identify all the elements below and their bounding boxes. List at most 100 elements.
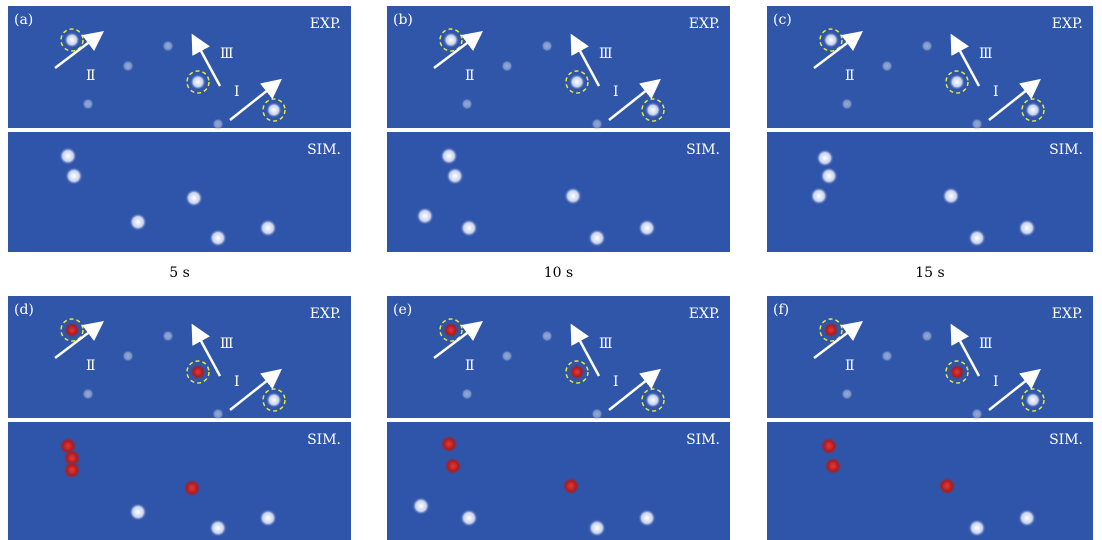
arrow: [191, 323, 222, 377]
arrow: [950, 33, 981, 87]
arrow: [608, 368, 661, 411]
sim-particle: [65, 167, 83, 185]
sim-particle: [63, 461, 81, 479]
exp-label: EXP.: [689, 306, 720, 322]
sim-particle: [638, 219, 656, 237]
particle: [122, 60, 134, 72]
region-numeral: Ⅱ: [86, 358, 96, 374]
highlight-circle: [565, 70, 589, 94]
sim-particle: [820, 437, 838, 455]
sim-particle: [1018, 219, 1036, 237]
exp-label: EXP.: [1052, 16, 1083, 32]
particle: [823, 32, 839, 48]
arrow: [229, 368, 282, 411]
particle: [823, 322, 839, 338]
particle: [541, 40, 553, 52]
exp-label: EXP.: [1052, 306, 1083, 322]
particle: [645, 102, 661, 118]
region-numeral: Ⅲ: [979, 46, 993, 62]
particle: [881, 350, 893, 362]
panel-label: (f): [773, 302, 789, 318]
sim-particle: [588, 519, 606, 537]
particle: [122, 350, 134, 362]
sim-particle: [810, 187, 828, 205]
sim-particle: [129, 213, 147, 231]
arrow: [988, 368, 1041, 411]
particle: [162, 40, 174, 52]
particle: [881, 60, 893, 72]
sim-particle: [185, 189, 203, 207]
sim-particle: [824, 457, 842, 475]
particle: [921, 40, 933, 52]
arrow: [608, 78, 661, 121]
region-numeral: Ⅲ: [979, 336, 993, 352]
exp-image: [8, 296, 351, 418]
particle: [212, 118, 224, 130]
sim-particle: [460, 219, 478, 237]
sim-particle: [816, 149, 834, 167]
exp-label: EXP.: [310, 306, 341, 322]
panel-label: (d): [14, 302, 34, 318]
particle: [971, 408, 983, 420]
arrow: [813, 30, 863, 69]
highlight-circle: [565, 360, 589, 384]
particle: [921, 330, 933, 342]
arrow: [433, 30, 483, 69]
region-numeral: Ⅲ: [599, 336, 613, 352]
sim-image: [8, 132, 351, 252]
particle: [645, 392, 661, 408]
highlight-circle: [945, 70, 969, 94]
sim-label: SIM.: [1049, 432, 1083, 448]
particle: [541, 330, 553, 342]
particle: [266, 392, 282, 408]
region-numeral: Ⅱ: [845, 358, 855, 374]
region-numeral: Ⅰ: [234, 84, 240, 100]
arrow: [191, 33, 222, 87]
sim-particle: [259, 219, 277, 237]
panel-label: (c): [773, 12, 792, 28]
particle: [1025, 102, 1041, 118]
sim-particle: [183, 479, 201, 497]
particle: [841, 388, 853, 400]
highlight-circle: [945, 360, 969, 384]
sim-label: SIM.: [686, 432, 720, 448]
arrow: [433, 320, 483, 359]
region-numeral: Ⅱ: [465, 68, 475, 84]
particle: [501, 350, 513, 362]
sim-label: SIM.: [1049, 142, 1083, 158]
particle: [64, 32, 80, 48]
sim-particle: [416, 207, 434, 225]
region-numeral: Ⅱ: [86, 68, 96, 84]
arrow: [950, 323, 981, 377]
particle: [190, 364, 206, 380]
region-numeral: Ⅲ: [220, 46, 234, 62]
sim-particle: [412, 497, 430, 515]
sim-image: [767, 422, 1093, 540]
exp-label: EXP.: [689, 16, 720, 32]
particle: [971, 118, 983, 130]
particle: [443, 322, 459, 338]
panel-label: (e): [393, 302, 412, 318]
arrow: [229, 78, 282, 121]
sim-particle: [59, 147, 77, 165]
arrow: [570, 323, 601, 377]
sim-image: [8, 422, 351, 540]
arrow: [54, 30, 104, 69]
particle: [569, 364, 585, 380]
sim-particle: [968, 519, 986, 537]
region-numeral: Ⅰ: [234, 374, 240, 390]
particle: [949, 74, 965, 90]
sim-particle: [564, 187, 582, 205]
region-numeral: Ⅰ: [613, 84, 619, 100]
sim-image: [387, 132, 730, 252]
sim-particle: [259, 509, 277, 527]
sim-particle: [446, 167, 464, 185]
highlight-circle: [186, 360, 210, 384]
exp-label: EXP.: [310, 16, 341, 32]
particle: [501, 60, 513, 72]
sim-particle: [444, 457, 462, 475]
sim-particle: [1018, 509, 1036, 527]
sim-particle: [440, 435, 458, 453]
particle: [64, 322, 80, 338]
